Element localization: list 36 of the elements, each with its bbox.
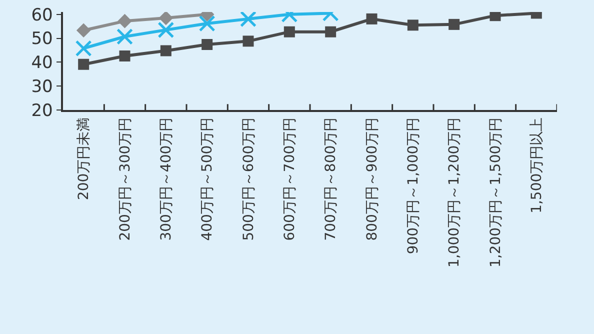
point [366,13,378,24]
point [202,39,213,50]
point [325,26,336,38]
x-tick-label: 1,000万円～1,200万円 [446,117,463,268]
point [242,36,254,47]
x-tick-label: 200万円～300万円 [117,117,134,241]
point [490,12,501,22]
x-tick-label: 900万円～1,000万円 [405,117,422,254]
point [198,15,216,32]
point [75,40,92,57]
point [119,50,130,62]
point [407,20,418,31]
x-tick-label: 500万円～600万円 [240,117,257,241]
y-tick-label: 30 [31,77,53,98]
point [284,26,295,38]
y-tick-label: 50 [31,29,53,50]
point [118,14,132,28]
point [158,12,174,26]
x-tick-label: 600万円～700万円 [282,117,298,241]
y-tick-label: 60 [31,5,53,26]
point [240,12,256,28]
x-tick-label: 1,200万円～1,500万円 [488,117,504,268]
x-tick-label: 800万円～900万円 [364,117,380,241]
point [448,18,460,30]
point [158,22,174,38]
x-tick-label: 200万円未満 [76,117,92,200]
point [76,23,91,38]
x-tick-label: 1,500万円以上 [528,117,545,214]
point [78,58,90,70]
point [116,28,133,45]
x-tick-label: 400万円～500万円 [200,117,216,241]
y-tick-label: 20 [31,100,53,121]
x-tick-label: 700万円～800万円 [323,117,340,241]
x-tick-label: 300万円～400万円 [158,117,174,241]
y-tick-label: 40 [31,53,53,74]
point [160,45,172,56]
